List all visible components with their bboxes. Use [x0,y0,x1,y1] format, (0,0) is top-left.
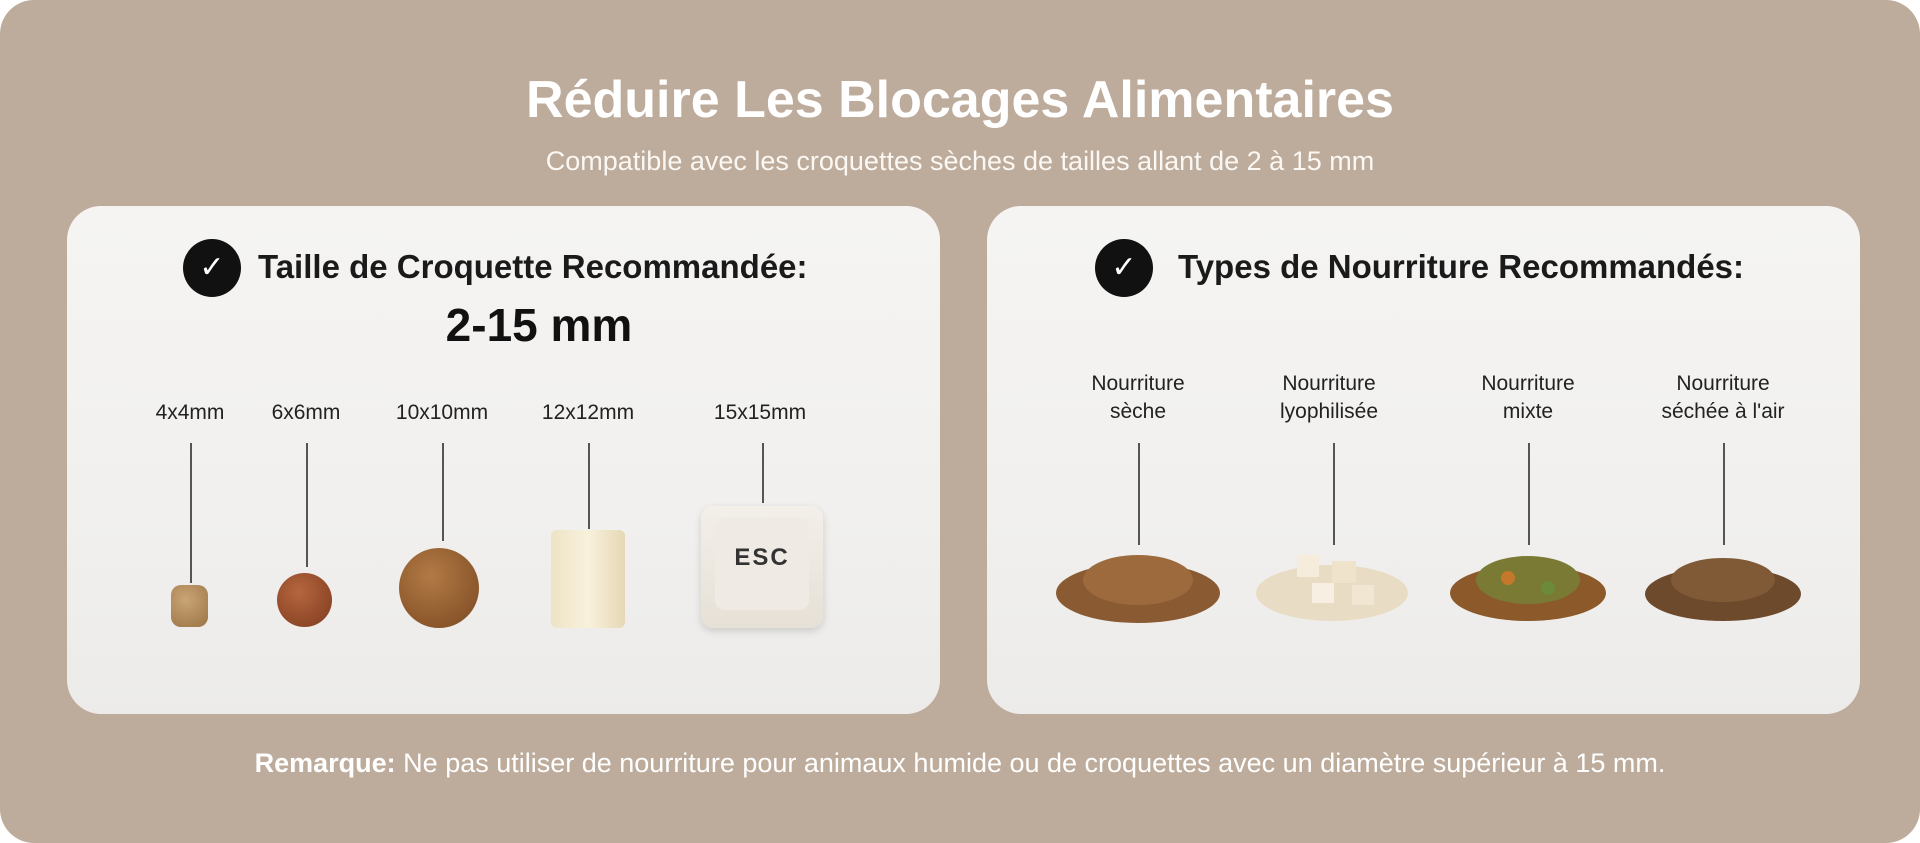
food-types-title: Types de Nourriture Recommandés: [1178,248,1745,285]
food-label-air-dried: Nourriture séchée à l'air [1623,370,1823,426]
page-subtitle: Compatible avec les croquettes sèches de… [545,146,1375,176]
pointer-line [1333,443,1335,545]
kibble-size-title: Taille de Croquette Recommandée: [258,248,808,285]
food-label-line: Nourriture [1282,372,1376,395]
pointer-line [762,443,764,503]
esc-keycap-label: ESC [715,518,809,610]
food-label-line: mixte [1502,400,1554,423]
kibble-size-range: 2-15 mm [445,299,633,351]
kibble-10mm [399,548,479,628]
page-title: Réduire Les Blocages Alimentaires [526,71,1394,129]
pointer-line [1723,443,1725,545]
food-label-dry: Nourriture sèche [1038,370,1238,426]
food-label-line: Nourriture [1481,372,1575,395]
kibble-4mm [171,585,208,627]
food-label-line: Nourriture [1676,372,1770,395]
size-label-4mm: 4x4mm [155,401,225,424]
check-circle-icon: ✓ [1095,239,1153,297]
mixed-food-pile [1450,556,1606,621]
food-label-line: sèche [1109,400,1167,423]
remark-note: Remarque: Ne pas utiliser de nourriture … [0,748,1920,779]
size-label-15mm: 15x15mm [713,401,807,424]
esc-keycap: ESC [701,506,823,628]
pointer-line [442,443,444,541]
pointer-line [1138,443,1140,545]
size-label-6mm: 6x6mm [271,401,341,424]
remark-label: Remarque: [254,748,396,778]
check-circle-icon: ✓ [183,239,241,297]
kibble-6mm [277,573,332,627]
air-dried-pile [1645,558,1801,621]
size-label-10mm: 10x10mm [395,401,489,424]
freeze-dried-cube-12mm [551,530,625,628]
size-label-12mm: 12x12mm [541,401,635,424]
food-label-freeze-dried: Nourriture lyophilisée [1229,370,1429,426]
food-label-mixed: Nourriture mixte [1428,370,1628,426]
freeze-dried-pile [1256,555,1408,621]
food-label-line: séchée à l'air [1661,400,1785,423]
dry-food-pile [1056,555,1220,623]
pointer-line [1528,443,1530,545]
food-label-line: Nourriture [1091,372,1185,395]
remark-text: Ne pas utiliser de nourriture pour anima… [395,748,1666,778]
food-label-line: lyophilisée [1279,400,1379,423]
pointer-line [306,443,308,567]
pointer-line [190,443,192,583]
pointer-line [588,443,590,529]
